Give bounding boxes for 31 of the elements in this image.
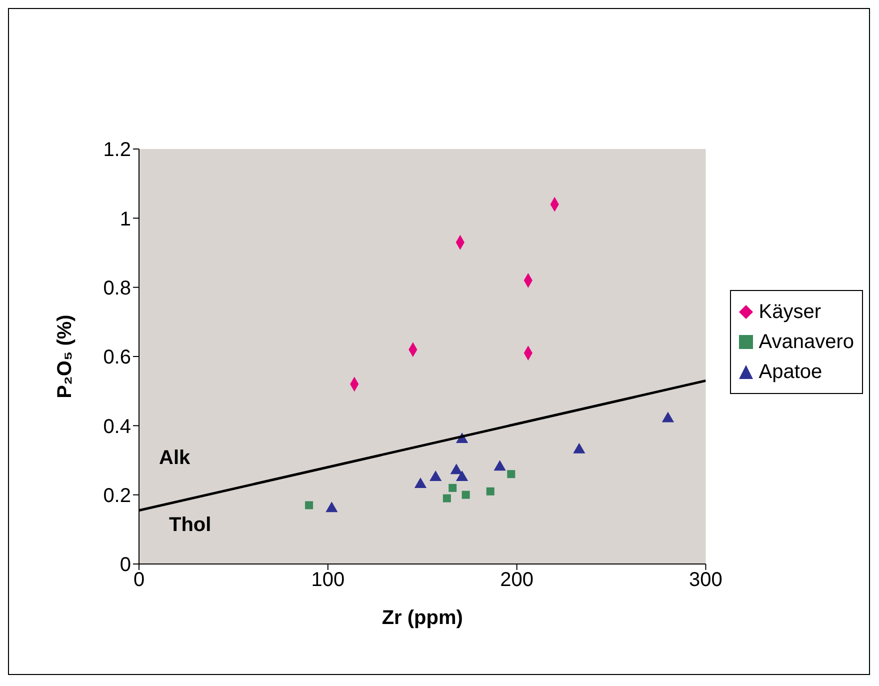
- x-tick-label: 300: [689, 569, 722, 592]
- point: [462, 490, 470, 499]
- point: [414, 477, 427, 488]
- annotation: Alk: [159, 447, 190, 470]
- point: [430, 470, 442, 482]
- point: [450, 464, 462, 474]
- x-tick-label: 200: [500, 569, 534, 592]
- point: [305, 501, 314, 510]
- y-tick-label: 1.2: [103, 139, 131, 162]
- y-tick-label: 1: [120, 208, 131, 230]
- y-axis-title: P₂O₅ (%): [54, 314, 76, 398]
- x-tick-label: 100: [311, 569, 345, 592]
- y-tick-label: 0.8: [103, 277, 131, 300]
- legend-label: Käyser: [758, 300, 821, 324]
- y-tick-label: 0.6: [103, 346, 131, 369]
- y-tick-label: 0.2: [103, 484, 131, 507]
- x-axis-title: Zr (ppm): [382, 607, 463, 629]
- y-tick-label: 0: [120, 554, 131, 576]
- annotation: Thol: [169, 514, 212, 537]
- point: [662, 412, 674, 422]
- point: [448, 484, 457, 492]
- point: [486, 487, 494, 496]
- point: [507, 470, 516, 478]
- point: [442, 494, 451, 502]
- point: [573, 442, 586, 454]
- legend-label: Avanavero: [758, 330, 854, 354]
- point: [456, 470, 468, 482]
- point: [326, 502, 338, 512]
- point: [494, 460, 506, 471]
- y-tick-label: 0.4: [103, 416, 131, 438]
- legend-label: Apatoe: [758, 360, 822, 384]
